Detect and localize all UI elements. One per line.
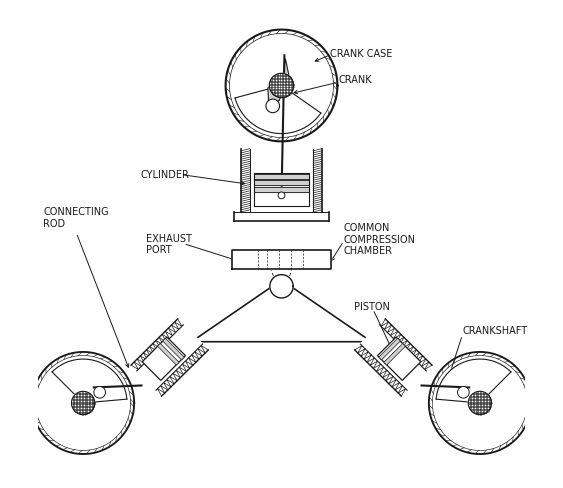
- Polygon shape: [435, 358, 525, 448]
- Polygon shape: [378, 337, 421, 381]
- Polygon shape: [254, 173, 309, 206]
- Text: CRANK CASE: CRANK CASE: [330, 49, 392, 59]
- Polygon shape: [379, 339, 400, 360]
- Polygon shape: [158, 344, 179, 366]
- Polygon shape: [191, 281, 372, 342]
- Polygon shape: [268, 60, 291, 109]
- Polygon shape: [254, 181, 309, 186]
- Circle shape: [278, 193, 285, 200]
- Circle shape: [458, 386, 469, 398]
- Text: EXHAUST
PORT: EXHAUST PORT: [146, 233, 192, 255]
- Polygon shape: [142, 337, 185, 381]
- Text: PISTON: PISTON: [355, 301, 390, 311]
- Text: CYLINDER: CYLINDER: [141, 170, 189, 180]
- Text: CRANKSHAFT: CRANKSHAFT: [462, 325, 528, 335]
- Polygon shape: [234, 212, 329, 221]
- Polygon shape: [233, 37, 330, 135]
- Polygon shape: [269, 74, 294, 99]
- Polygon shape: [254, 175, 309, 180]
- Text: CONNECTING
ROD: CONNECTING ROD: [43, 206, 109, 228]
- Polygon shape: [235, 86, 321, 134]
- Polygon shape: [360, 325, 426, 390]
- Text: COMMON
COMPRESSION
CHAMBER: COMMON COMPRESSION CHAMBER: [344, 223, 415, 256]
- Polygon shape: [38, 358, 128, 448]
- Polygon shape: [52, 359, 127, 403]
- Polygon shape: [270, 275, 293, 298]
- Polygon shape: [468, 391, 491, 415]
- Polygon shape: [232, 251, 331, 269]
- Polygon shape: [163, 339, 184, 360]
- Polygon shape: [137, 325, 203, 390]
- Circle shape: [94, 386, 105, 398]
- Polygon shape: [384, 344, 405, 366]
- Polygon shape: [72, 391, 95, 415]
- Polygon shape: [436, 359, 511, 403]
- Circle shape: [266, 100, 280, 114]
- Text: CRANK: CRANK: [339, 75, 373, 85]
- Polygon shape: [254, 187, 309, 192]
